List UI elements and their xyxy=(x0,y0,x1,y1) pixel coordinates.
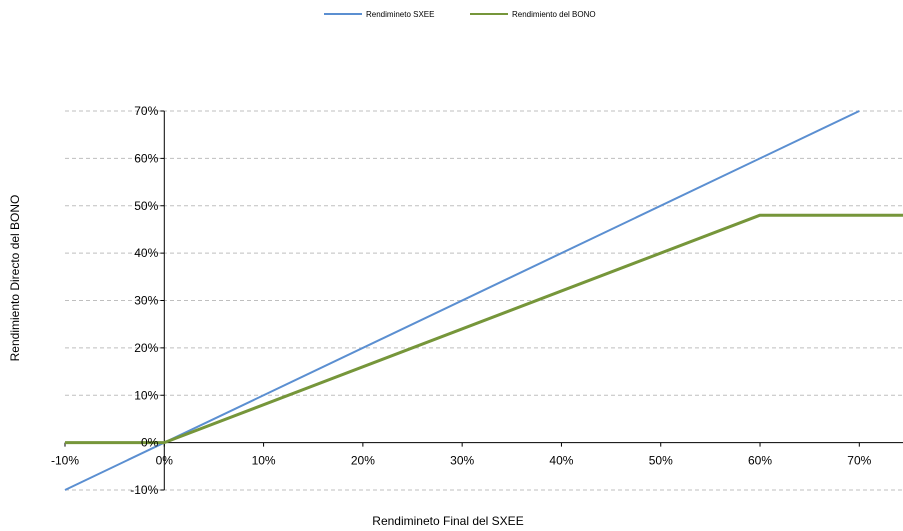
y-tick-label: 30% xyxy=(134,294,158,308)
x-tick-label: -10% xyxy=(51,454,79,468)
series-line-sxee xyxy=(64,110,860,491)
x-tick-label: 70% xyxy=(847,454,871,468)
x-tick-labels: -10% 0% 10% 20% 30% 40% 50% 60% 70% xyxy=(51,454,872,468)
y-tick-label: 10% xyxy=(134,388,158,402)
axes xyxy=(64,110,903,491)
legend-label-bono: Rendimiento del BONO xyxy=(512,10,596,19)
series-line-bono xyxy=(65,213,903,445)
x-axis-title: Rendimineto Final del SXEE xyxy=(372,514,523,528)
x-tick-label: 0% xyxy=(156,454,174,468)
y-tick-label: 40% xyxy=(134,246,158,260)
y-tick-label: 70% xyxy=(134,104,158,118)
x-tick-label: 30% xyxy=(450,454,474,468)
y-tick-label: -10% xyxy=(130,483,158,497)
legend-label-sxee: Rendimineto SXEE xyxy=(366,10,434,19)
x-tick-label: 50% xyxy=(649,454,673,468)
y-tick-label: 0% xyxy=(141,436,159,450)
x-tick-label: 10% xyxy=(252,454,276,468)
y-axis-title: Rendimiento Directo del BONO xyxy=(8,195,22,362)
y-tick-label: 60% xyxy=(134,151,158,165)
y-tick-labels: -10% 0% 10% 20% 30% 40% 50% 60% 70% xyxy=(130,104,158,497)
x-tick-label: 60% xyxy=(748,454,772,468)
y-tick-label: 20% xyxy=(134,341,158,355)
x-tick-label: 40% xyxy=(549,454,573,468)
x-tick-label: 20% xyxy=(351,454,375,468)
legend: Rendimineto SXEE Rendimiento del BONO xyxy=(324,10,596,19)
y-tick-label: 50% xyxy=(134,199,158,213)
series-lines xyxy=(64,110,903,491)
